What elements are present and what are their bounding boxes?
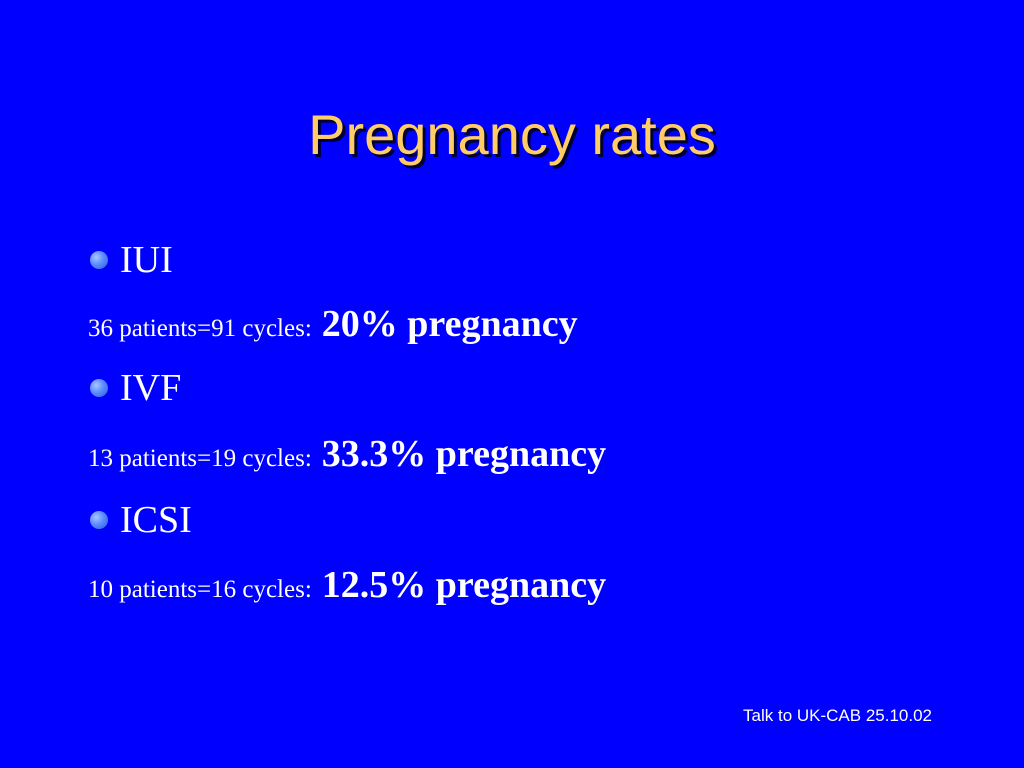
slide-title: Pregnancy rates (308, 103, 716, 166)
detail-line-iui: 36 patients=91 cycles: 20% pregnancy (88, 302, 578, 346)
bullet-dot-icon (90, 251, 108, 269)
detail-line-ivf: 13 patients=19 cycles: 33.3% pregnancy (88, 432, 606, 476)
detail-line-icsi: 10 patients=16 cycles: 12.5% pregnancy (88, 563, 606, 607)
bullet-item-icsi: ICSI (90, 498, 192, 542)
detail-value: 12.5% pregnancy (321, 564, 607, 606)
bullet-label: IVF (120, 367, 182, 409)
bullet-dot-icon (90, 379, 108, 397)
detail-label: 36 patients=91 cycles: (88, 315, 312, 342)
detail-value: 20% pregnancy (321, 303, 578, 345)
detail-value: 33.3% pregnancy (321, 433, 607, 475)
bullet-item-iui: IUI (90, 238, 173, 282)
slide-footer: Talk to UK-CAB 25.10.02 (743, 706, 932, 725)
bullet-label: IUI (120, 239, 173, 281)
bullet-label: ICSI (120, 499, 192, 541)
detail-label: 13 patients=19 cycles: (88, 445, 312, 472)
bullet-item-ivf: IVF (90, 366, 181, 410)
detail-label: 10 patients=16 cycles: (88, 576, 312, 603)
bullet-dot-icon (90, 511, 108, 529)
